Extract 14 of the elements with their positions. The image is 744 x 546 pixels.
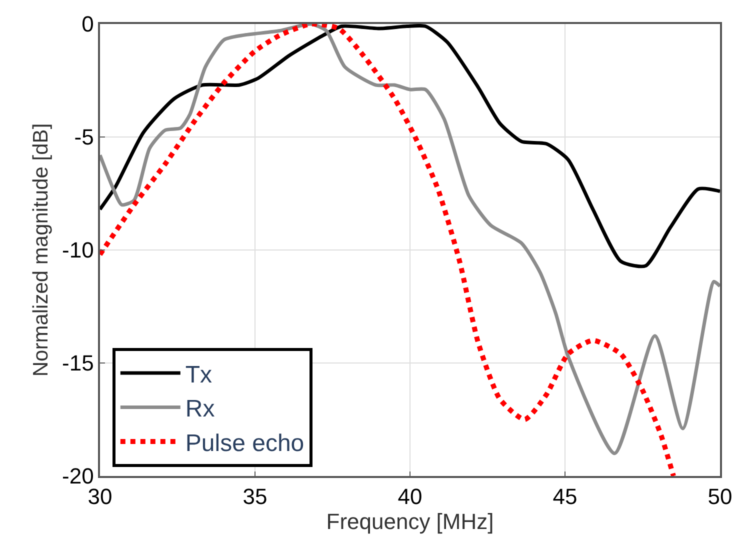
legend-label: Tx <box>185 361 212 388</box>
x-tick-label: 50 <box>708 484 732 510</box>
legend-label: Pulse echo <box>185 430 304 457</box>
x-tick-label: 45 <box>552 484 578 510</box>
x-axis-title: Frequency [MHz] <box>326 509 494 534</box>
y-tick-label: 0 <box>82 12 94 37</box>
x-tick-label: 35 <box>242 484 268 510</box>
y-tick-label: -5 <box>74 124 94 150</box>
legend-label: Rx <box>185 396 215 423</box>
y-tick-label: -15 <box>62 350 94 376</box>
y-tick-label: -10 <box>62 238 94 263</box>
line-series <box>100 24 720 268</box>
y-axis-title: Normalized magnitude [dB] <box>30 123 53 377</box>
x-tick-label: 40 <box>398 484 422 510</box>
